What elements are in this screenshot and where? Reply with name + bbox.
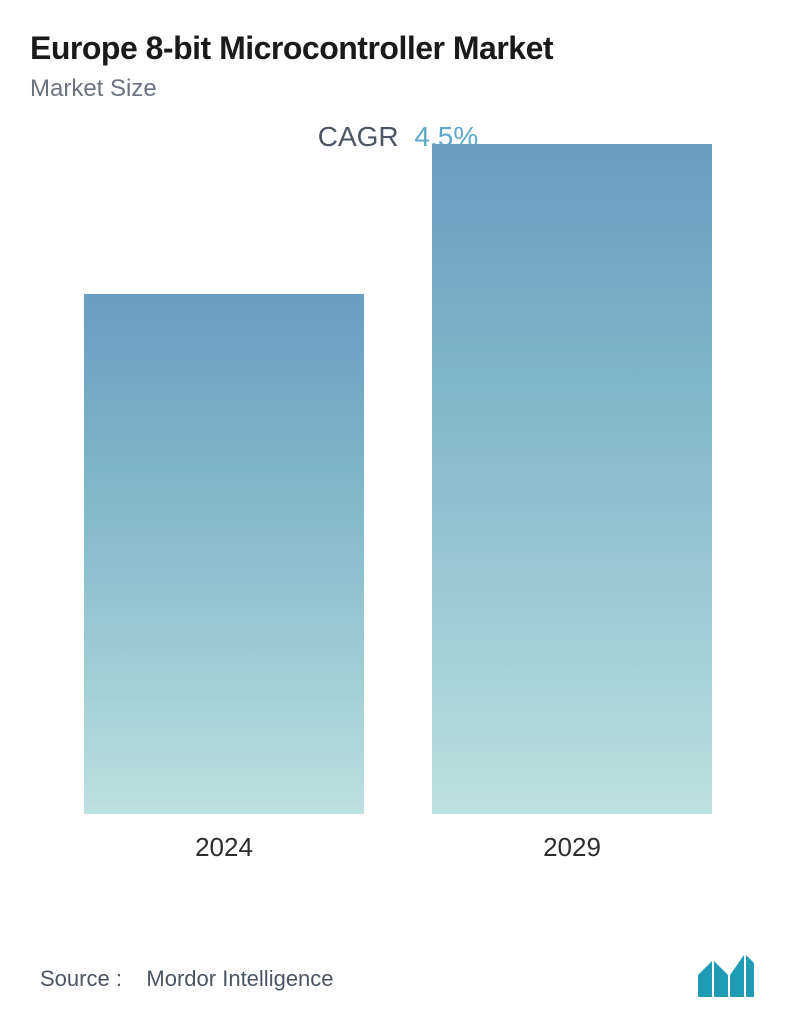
chart-subtitle: Market Size — [30, 75, 766, 103]
chart-container: Europe 8-bit Microcontroller Market Mark… — [0, 0, 796, 1034]
cagr-label: CAGR — [318, 121, 399, 152]
bars-group: 2024 2029 — [30, 183, 766, 863]
source-text: Source : Mordor Intelligence — [40, 966, 334, 992]
bar-label-0: 2024 — [195, 832, 253, 863]
source-label: Source : — [40, 966, 122, 991]
bar-0 — [84, 294, 364, 814]
bar-group-0: 2024 — [84, 294, 364, 863]
footer: Source : Mordor Intelligence — [30, 953, 766, 1014]
bar-group-1: 2029 — [432, 144, 712, 863]
logo — [696, 953, 756, 1004]
logo-icon — [696, 953, 756, 999]
bar-label-1: 2029 — [543, 832, 601, 863]
source-name: Mordor Intelligence — [146, 966, 333, 991]
bar-1 — [432, 144, 712, 814]
chart-area: 2024 2029 — [30, 183, 766, 943]
chart-title: Europe 8-bit Microcontroller Market — [30, 30, 766, 67]
